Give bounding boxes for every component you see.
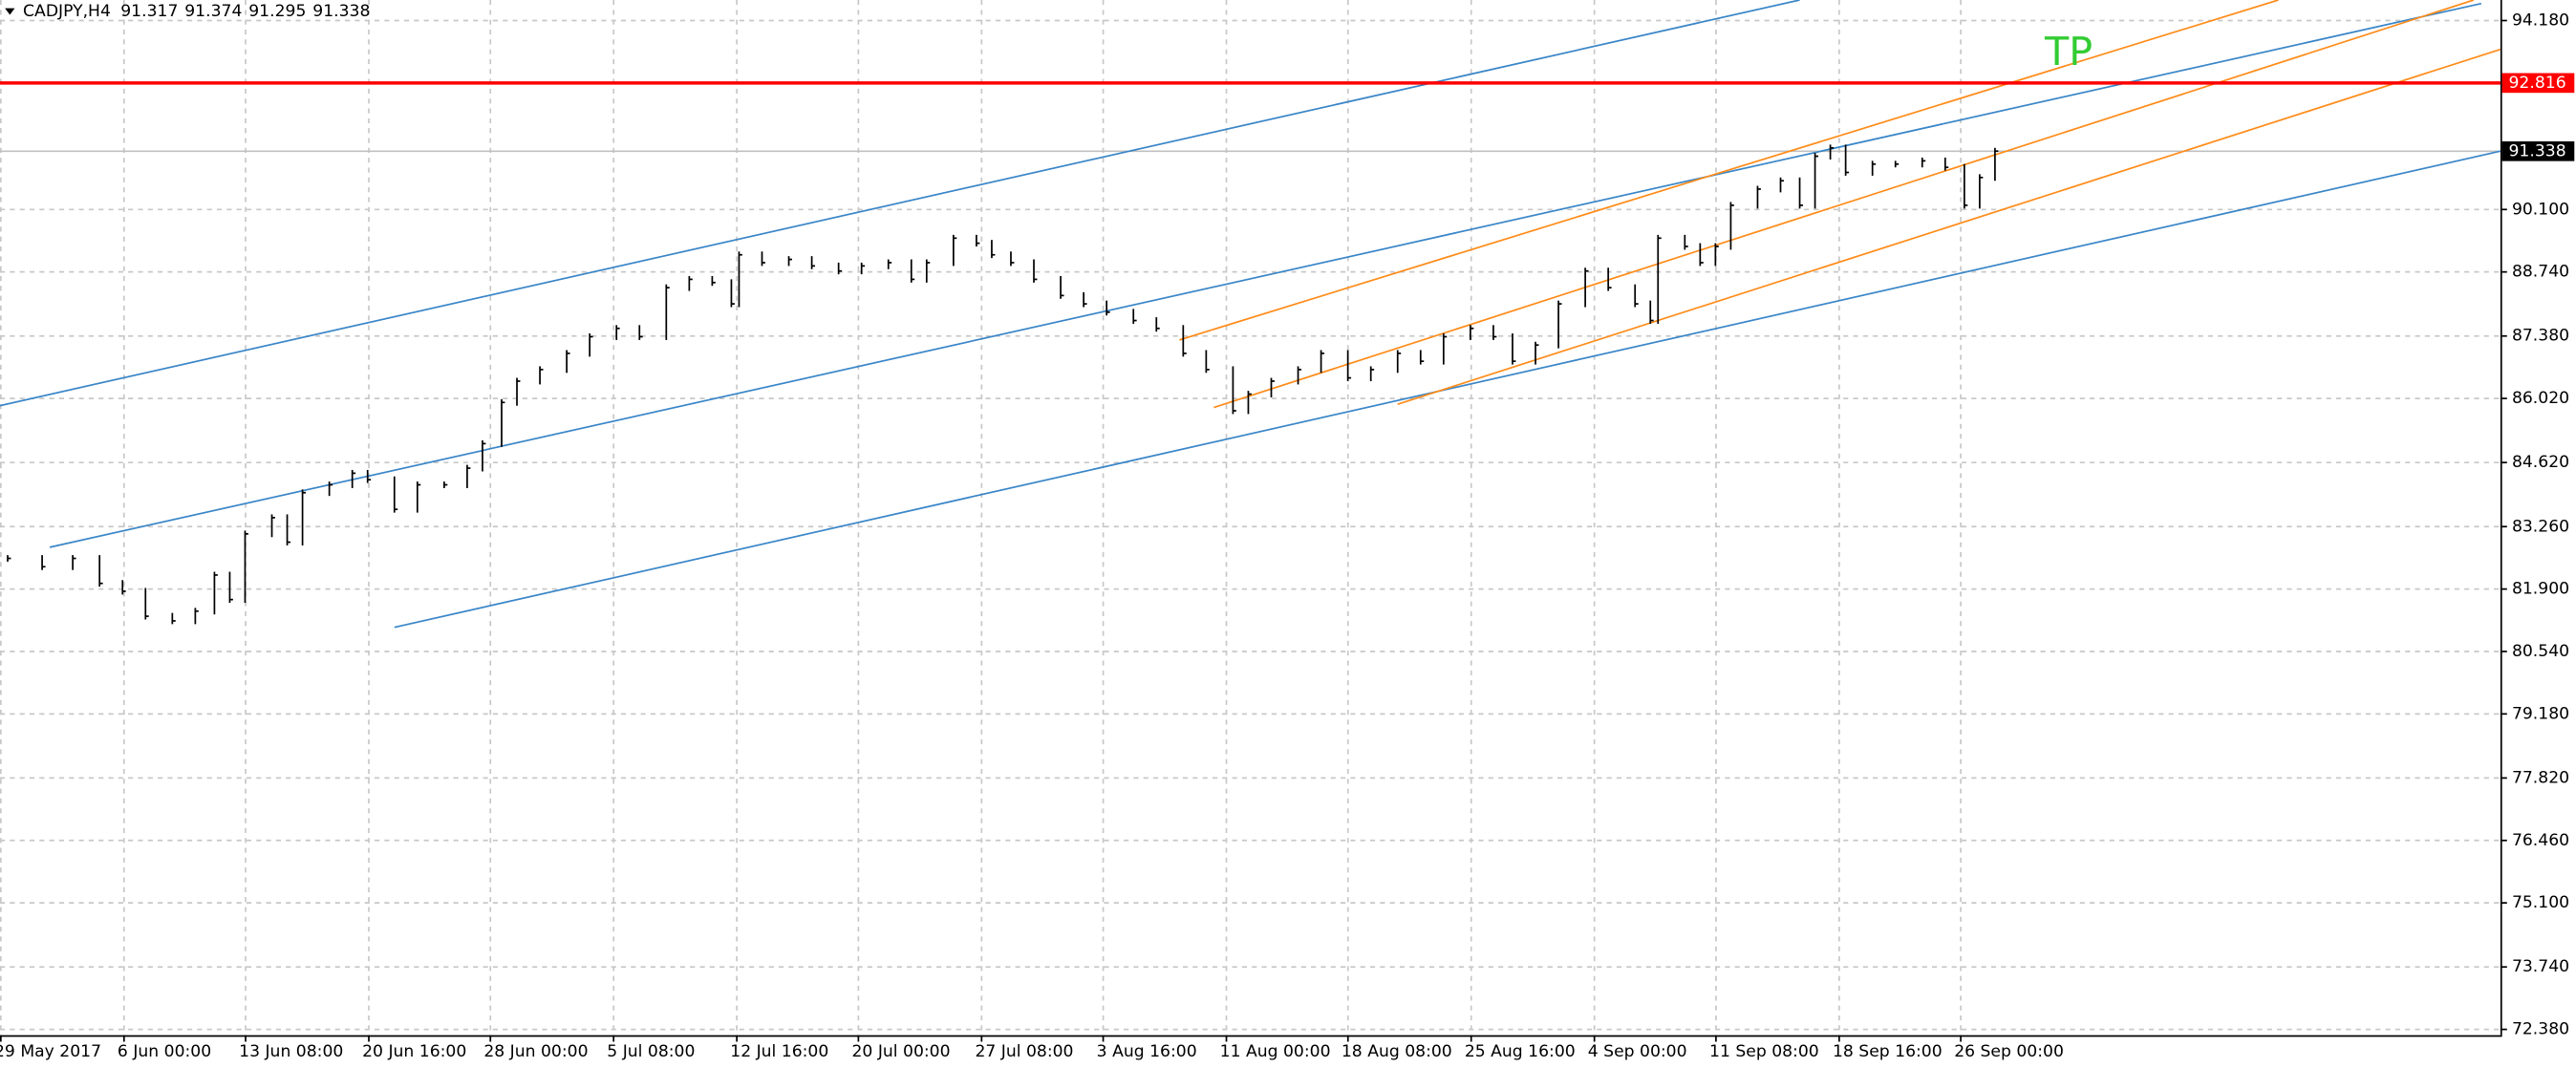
x-tick-label: 11 Aug 00:00 <box>1220 1042 1331 1061</box>
last-price-box <box>2501 140 2575 161</box>
header-value: 91.374 <box>184 2 242 21</box>
trendline <box>0 0 1800 407</box>
header-value: 91.338 <box>312 2 370 21</box>
trendline <box>49 2 2482 548</box>
y-tick-label: 79.180 <box>2512 704 2569 723</box>
axes: 94.180 90.100 88.740 87.380 86.020 84.620 83.2… <box>0 11 2575 1061</box>
y-tick-label: 88.740 <box>2512 263 2569 282</box>
y-tick-label: 73.740 <box>2512 957 2569 976</box>
trendline <box>1397 48 2501 406</box>
y-tick-label: 80.540 <box>2512 642 2569 661</box>
menu-arrow[interactable] <box>5 8 15 15</box>
y-tick-label: 94.180 <box>2512 11 2569 30</box>
x-tick-label: 26 Sep 00:00 <box>1954 1042 2064 1061</box>
y-tick-label: 75.100 <box>2512 893 2569 912</box>
x-tick-label: 12 Jul 16:00 <box>730 1042 828 1061</box>
y-tick-label: 84.620 <box>2512 453 2569 472</box>
drawings: TP <box>0 0 2501 629</box>
y-tick-label: 87.380 <box>2512 327 2569 346</box>
y-tick-label: 77.820 <box>2512 768 2569 787</box>
chart-header: CADJPY,H4 91.317 91.374 91.295 91.338 <box>23 2 370 21</box>
x-tick-label: 11 Sep 08:00 <box>1709 1042 1819 1061</box>
level-label-box <box>2501 73 2575 94</box>
header-value: 91.295 <box>248 2 306 21</box>
y-tick-label: 76.460 <box>2512 831 2569 850</box>
trendline <box>394 150 2501 629</box>
x-tick-label: 5 Jul 08:00 <box>607 1042 695 1061</box>
x-tick-label: 18 Aug 08:00 <box>1342 1042 1452 1061</box>
level-label: 92.816 <box>2509 74 2566 93</box>
x-tick-label: 20 Jun 16:00 <box>362 1042 466 1061</box>
x-tick-label: 29 May 2017 <box>0 1042 101 1061</box>
header-value: 91.317 <box>120 2 178 21</box>
y-tick-label: 81.900 <box>2512 580 2569 599</box>
x-tick-label: 25 Aug 16:00 <box>1465 1042 1576 1061</box>
y-tick-label: 90.100 <box>2512 200 2569 219</box>
annotation: TP <box>2044 29 2093 75</box>
x-tick-label: 18 Sep 16:00 <box>1833 1042 1943 1061</box>
grid <box>0 0 2501 1036</box>
trendline <box>1179 0 2279 341</box>
x-tick-label: 6 Jun 00:00 <box>118 1042 211 1061</box>
x-tick-label: 3 Aug 16:00 <box>1097 1042 1197 1061</box>
x-tick-label: 28 Jun 00:00 <box>483 1042 588 1061</box>
y-tick-label: 83.260 <box>2512 517 2569 536</box>
x-tick-label: 13 Jun 08:00 <box>239 1042 343 1061</box>
y-tick-label: 86.020 <box>2512 389 2569 408</box>
last-price-label: 91.338 <box>2509 141 2566 160</box>
price-bars <box>7 144 1999 625</box>
symbol: CADJPY,H4 <box>23 2 111 21</box>
x-tick-label: 27 Jul 08:00 <box>975 1042 1073 1061</box>
x-tick-label: 20 Jul 00:00 <box>852 1042 951 1061</box>
trendline <box>1213 0 2475 409</box>
x-tick-label: 4 Sep 00:00 <box>1588 1042 1687 1061</box>
y-tick-label: 72.380 <box>2512 1020 2569 1039</box>
